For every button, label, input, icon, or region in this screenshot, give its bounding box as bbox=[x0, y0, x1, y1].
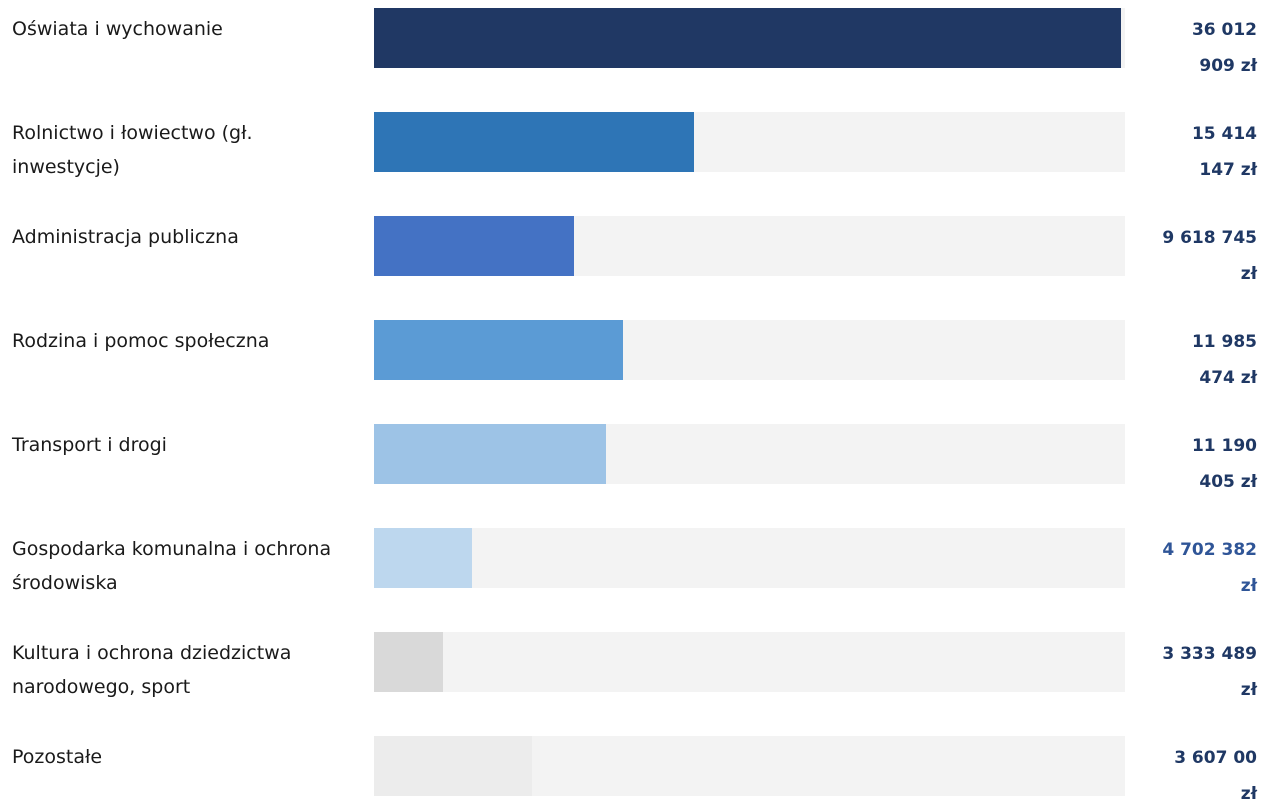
value-label-line2: 147 zł bbox=[1199, 160, 1257, 180]
bar-row: Rodzina i pomoc społeczna 11 985 474 zł bbox=[0, 320, 1273, 420]
bar-track bbox=[374, 632, 1125, 692]
value-label-line2: zł bbox=[1240, 784, 1257, 804]
value-label-line1: 3 333 489 bbox=[1162, 644, 1257, 664]
value-label-line1: 3 607 00 bbox=[1174, 748, 1257, 768]
bar-track bbox=[374, 528, 1125, 588]
category-label: Oświata i wychowanie bbox=[12, 18, 223, 40]
bar bbox=[374, 8, 1121, 68]
bar-track bbox=[374, 112, 1125, 172]
value-label-line1: 11 190 bbox=[1191, 436, 1257, 456]
value-label-line2: 909 zł bbox=[1199, 56, 1257, 76]
bar-row: Kultura i ochrona dziedzictwa narodowego… bbox=[0, 632, 1273, 732]
bar-track bbox=[374, 736, 1125, 796]
value-label-line2: zł bbox=[1240, 264, 1257, 284]
bar-track bbox=[374, 424, 1125, 484]
bar bbox=[374, 528, 472, 588]
value-label-line1: 9 618 745 bbox=[1162, 228, 1257, 248]
value-label-line2: zł bbox=[1240, 576, 1257, 596]
value-label: 11 190 405 zł bbox=[1107, 428, 1257, 500]
value-label: 9 618 745 zł bbox=[1107, 220, 1257, 292]
bar bbox=[374, 320, 623, 380]
bar bbox=[374, 424, 606, 484]
bar-row: Transport i drogi 11 190 405 zł bbox=[0, 424, 1273, 524]
value-label: 11 985 474 zł bbox=[1107, 324, 1257, 396]
category-label: Gospodarka komunalna i ochrona środowisk… bbox=[12, 538, 332, 594]
category-label: Administracja publiczna bbox=[12, 226, 239, 248]
value-label-line1: 4 702 382 bbox=[1162, 540, 1257, 560]
category-label: Transport i drogi bbox=[12, 434, 167, 456]
value-label: 15 414 147 zł bbox=[1107, 116, 1257, 188]
value-label-line1: 11 985 bbox=[1191, 332, 1257, 352]
bar bbox=[374, 216, 574, 276]
bar-row: Rolnictwo i łowiectwo (gł. inwestycje) 15… bbox=[0, 112, 1273, 212]
value-label: 3 333 489 zł bbox=[1107, 636, 1257, 708]
bar-row: Oświata i wychowanie 36 012 909 zł bbox=[0, 8, 1273, 108]
value-label-line2: zł bbox=[1240, 680, 1257, 700]
bar-row: Administracja publiczna 9 618 745 zł bbox=[0, 216, 1273, 316]
value-label: 36 012 909 zł bbox=[1107, 12, 1257, 84]
value-label-line1: 15 414 bbox=[1191, 124, 1257, 144]
bar-row: Gospodarka komunalna i ochrona środowisk… bbox=[0, 528, 1273, 628]
value-label-line2: 474 zł bbox=[1199, 368, 1257, 388]
category-label: Rodzina i pomoc społeczna bbox=[12, 330, 270, 352]
bar-track bbox=[374, 320, 1125, 380]
value-label-line2: 405 zł bbox=[1199, 472, 1257, 492]
bar bbox=[374, 736, 532, 796]
bar-track bbox=[374, 216, 1125, 276]
category-label: Pozostałe bbox=[12, 746, 103, 768]
bar-row: Pozostałe 3 607 00 zł bbox=[0, 736, 1273, 807]
category-label: Rolnictwo i łowiectwo (gł. inwestycje) bbox=[12, 122, 253, 178]
bar bbox=[374, 112, 694, 172]
value-label: 4 702 382 zł bbox=[1107, 532, 1257, 604]
value-label: 3 607 00 zł bbox=[1107, 740, 1257, 807]
value-label-line1: 36 012 bbox=[1191, 20, 1257, 40]
bar-track bbox=[374, 8, 1125, 68]
category-label: Kultura i ochrona dziedzictwa narodowego… bbox=[12, 642, 292, 698]
bar bbox=[374, 632, 443, 692]
